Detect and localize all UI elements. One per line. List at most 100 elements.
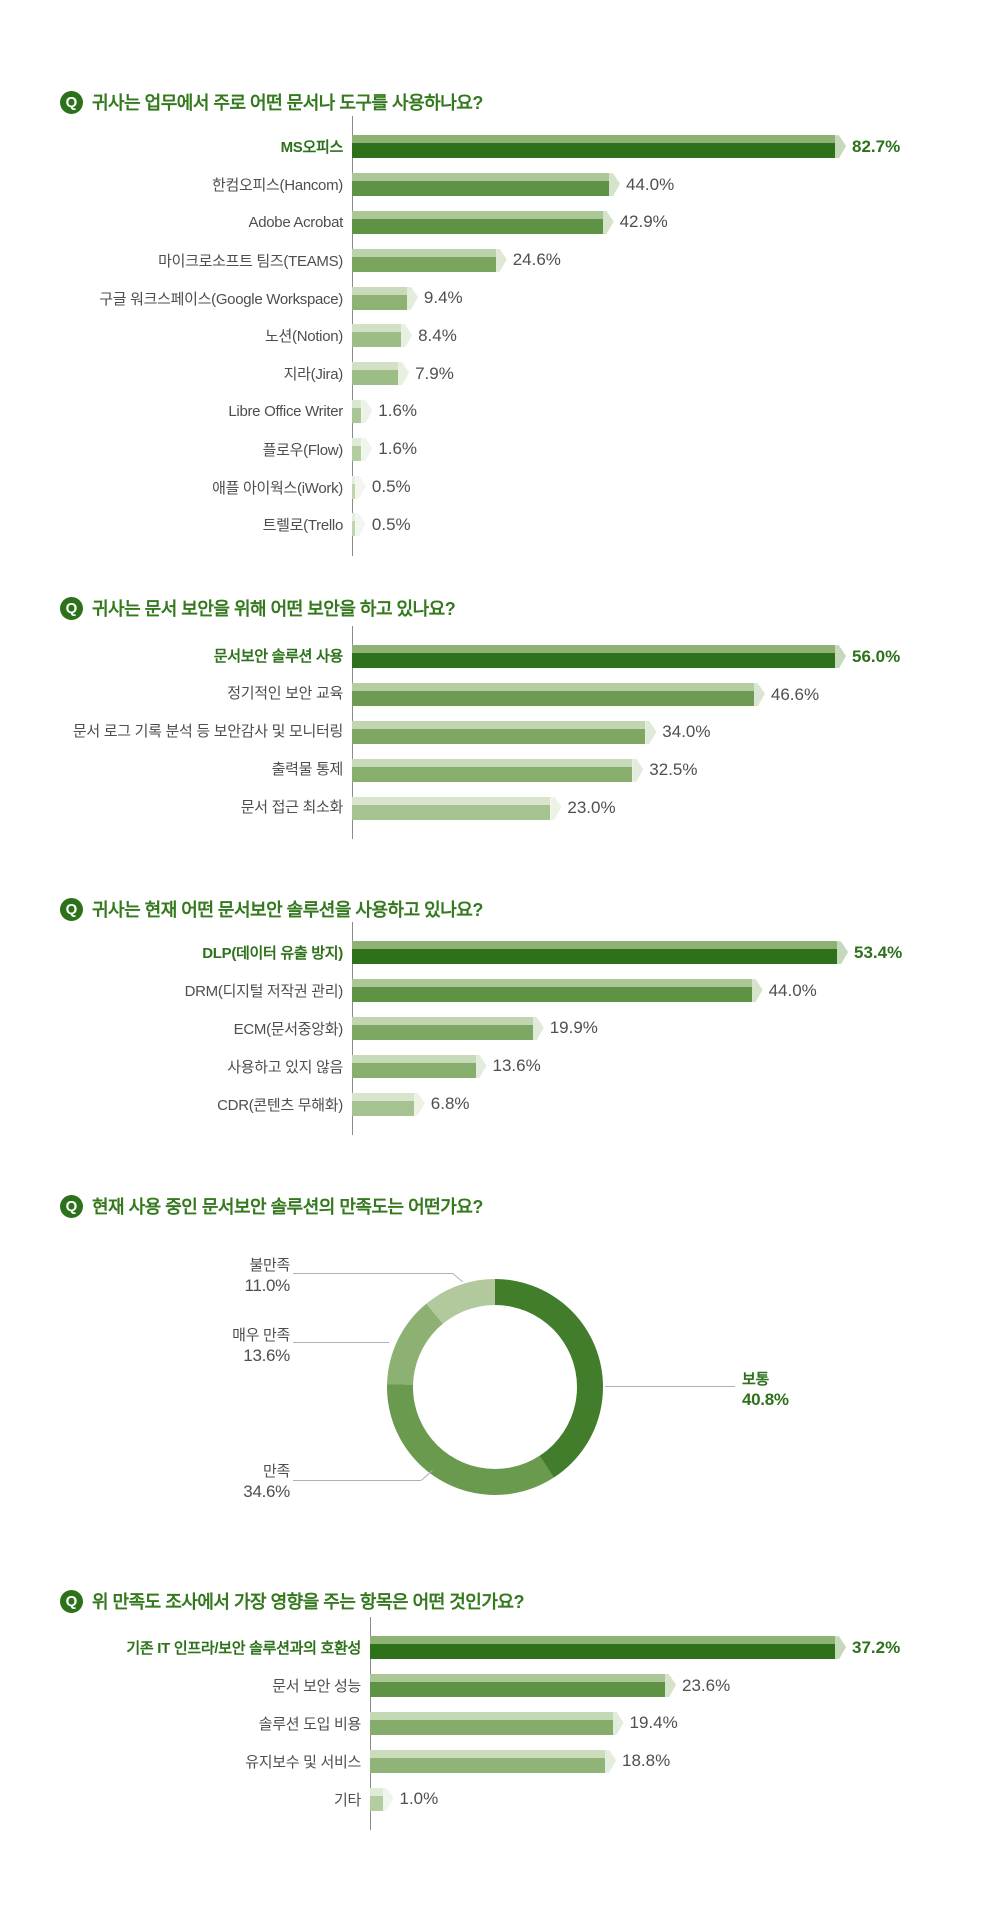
bar [352,1054,487,1078]
bar-end-bevel-icon [837,941,848,965]
bar-row: 문서 로그 기록 분석 등 보안감사 및 모니터링 34.0% [60,714,960,752]
bar-end-bevel-icon [406,286,418,310]
bar-row: DLP(데이터 유출 방지) 53.4% [60,934,960,972]
value-label: 7.9% [415,363,454,383]
bar [352,362,410,386]
bar-row: Adobe Acrobat 42.9% [60,204,960,242]
bar-row: 애플 아이웍스(iWork) 0.5% [60,468,960,506]
category-label: 노션(Notion) [265,328,343,346]
category-label: 문서 로그 기록 분석 등 보안감사 및 모니터링 [72,723,343,741]
bar-highlight [352,758,633,767]
section-satisfaction-factors: Q 위 만족도 조사에서 가장 영향을 주는 항목은 어떤 것인가요? 기존 I… [60,1589,960,1830]
category-label: DLP(데이터 유출 방지) [202,945,343,963]
category-label: 솔루션 도입 비용 [258,1715,362,1733]
category-label: 문서보안 솔루션 사용 [213,647,344,665]
value-label: 1.6% [378,439,418,459]
section-title: 귀사는 업무에서 주로 어떤 문서나 도구를 사용하나요? [92,93,483,113]
leader-line [293,1480,421,1481]
bar-end-bevel-icon [495,248,507,272]
bar-end-bevel-icon [550,796,562,820]
bar-highlight [352,683,754,692]
category-label: CDR(콘텐츠 무해화) [217,1096,343,1114]
value-label: 37.2% [852,1637,901,1657]
bar-end-bevel-icon [645,720,657,744]
slice-name: 매우 만족 [232,1327,290,1344]
value-label: 53.4% [854,942,903,962]
slice-label-very-satisfied: 매우 만족 13.6% [150,1326,290,1366]
bar-row: 구글 워크스페이스(Google Workspace) 9.4% [60,279,960,317]
category-label: 트렐로(Trello [262,517,344,535]
value-label: 8.4% [418,325,457,345]
bar-row: 한컴오피스(Hancom) 44.0% [60,166,960,204]
value-label: 44.0% [626,174,675,194]
bar-end-bevel-icon [354,475,366,499]
bar-end-bevel-icon [401,324,413,348]
section-heading: Q 현재 사용 중인 문서보안 솔루션의 만족도는 어떤가요? [60,1194,960,1218]
slice-value: 34.6% [243,1482,290,1501]
bar-highlight [352,1054,476,1063]
value-label: 46.6% [770,684,820,704]
bar-row: 플로우(Flow) 1.6% [60,430,960,468]
category-label: 정기적인 보안 교육 [227,685,343,703]
bar-highlight [352,135,835,144]
category-label: 애플 아이웍스(iWork) [212,479,343,497]
bar [352,796,562,820]
bar-row: 유지보수 및 서비스 18.8% [60,1742,960,1780]
bar-end-bevel-icon [532,1016,544,1040]
bar-row: 사용하고 있지 않음 13.6% [60,1047,960,1085]
category-label: 문서 보안 성능 [272,1678,361,1696]
bar-highlight [352,513,355,522]
value-label: 32.5% [649,760,698,780]
bar-end-bevel-icon [612,1711,624,1735]
bar-end-bevel-icon [413,1092,425,1116]
bar [352,683,765,707]
bar-highlight [370,1636,835,1645]
category-label: 사용하고 있지 않음 [227,1058,343,1076]
value-label: 34.0% [662,722,711,742]
section-heading: Q 귀사는 문서 보안을 위해 어떤 보안을 하고 있나요? [60,596,960,620]
bar-row: MS오피스 82.7% [60,128,960,166]
bar-row: 출력물 통제 32.5% [60,751,960,789]
donut-chart [387,1279,603,1495]
category-label: ECM(문서중앙화) [233,1020,344,1038]
bar-row: 정기적인 보안 교육 46.6% [60,676,960,714]
slice-name: 불만족 [249,1257,290,1274]
value-label: 44.0% [768,980,817,1000]
category-label: 플로우(Flow) [262,441,344,459]
bar-row: CDR(콘텐츠 무해화) 6.8% [60,1085,960,1123]
bar-highlight [352,1092,414,1101]
value-label: 24.6% [512,250,561,270]
question-badge-icon: Q [60,596,83,620]
bar-row: ECM(문서중앙화) 19.9% [60,1010,960,1048]
question-badge-icon: Q [60,1194,83,1218]
section-security-measures: Q 귀사는 문서 보안을 위해 어떤 보안을 하고 있나요? 문서보안 솔루션 … [60,596,960,839]
bar-end-bevel-icon [753,683,765,707]
slice-label-dissatisfied: 불만족 11.0% [150,1256,291,1296]
leader-line [293,1273,453,1274]
section-title: 귀사는 현재 어떤 문서보안 솔루션을 사용하고 있나요? [92,900,483,920]
bar [370,1787,394,1811]
bar-highlight [370,1711,613,1720]
bar-row: Libre Office Writer 1.6% [60,393,960,431]
bar [352,720,657,744]
category-label: Adobe Acrobat [248,213,343,231]
bar-end-bevel-icon [602,210,614,234]
bar [352,475,366,499]
bar-row: 문서보안 솔루션 사용 56.0% [60,638,960,676]
bar-end-bevel-icon [835,135,846,159]
bar [352,399,373,423]
bar-end-bevel-icon [361,399,373,423]
section-office-tools: Q 귀사는 업무에서 주로 어떤 문서나 도구를 사용하나요? MS오피스 82.… [60,90,960,556]
slice-value: 13.6% [243,1346,290,1365]
bar-highlight [352,362,399,371]
bar [370,1749,616,1773]
bar-end-bevel-icon [609,173,620,197]
value-label: 6.8% [430,1094,470,1114]
bar-row: 노션(Notion) 8.4% [60,317,960,355]
value-label: 23.0% [567,798,616,818]
bar-row: 솔루션 도입 비용 19.4% [60,1705,960,1743]
bar-end-bevel-icon [605,1749,616,1773]
bar-row: 트렐로(Trello 0.5% [60,506,960,544]
bar [370,1636,846,1660]
value-label: 82.7% [852,136,901,156]
